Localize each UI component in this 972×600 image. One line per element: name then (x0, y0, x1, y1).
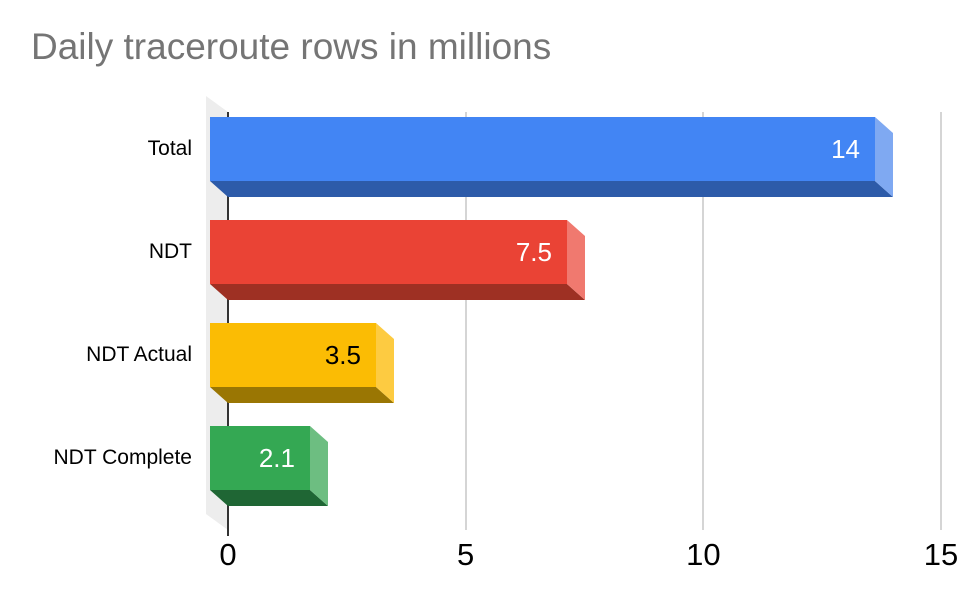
x-tick-label: 10 (686, 537, 721, 572)
category-label-ndt: NDT (148, 240, 192, 263)
bar-ndt-complete-side-face (310, 426, 328, 506)
bar-ndt-actual-side-face (376, 323, 394, 403)
gridline (940, 112, 942, 530)
bar-ndt-value-label: 7.5 (515, 236, 552, 267)
bar-ndt-actual-value-label: 3.5 (324, 339, 361, 370)
category-label-ndt-complete: NDT Complete (53, 446, 193, 469)
x-tick-label: 0 (219, 537, 237, 572)
bar-ndt-complete-bottom-face (210, 490, 328, 506)
category-label-ndt-actual: NDT Actual (86, 343, 192, 366)
chart-wall (206, 96, 228, 530)
bar-ndt-bottom-face (210, 284, 585, 300)
x-tick-label: 5 (457, 537, 475, 572)
bar-ndt-front-face: 7.5 (210, 220, 567, 284)
bar-ndt-complete-value-label: 2.1 (258, 442, 295, 473)
bar-total-side-face (875, 117, 893, 197)
bar-ndt-actual-bottom-face (210, 387, 394, 403)
bar-total-value-label: 14 (831, 133, 860, 164)
bar-ndt-complete-front-face: 2.1 (210, 426, 310, 490)
gridline (702, 112, 705, 530)
bar-ndt-actual-front-face: 3.5 (210, 323, 376, 387)
gridline (464, 112, 467, 530)
x-tick-label: 15 (923, 537, 959, 572)
category-label-total: Total (147, 137, 192, 160)
chart-title: Daily traceroute rows in millions (31, 26, 552, 67)
bar-ndt-side-face (567, 220, 585, 300)
bar-total-bottom-face (210, 181, 893, 197)
bar-total-front-face: 14 (210, 117, 875, 181)
